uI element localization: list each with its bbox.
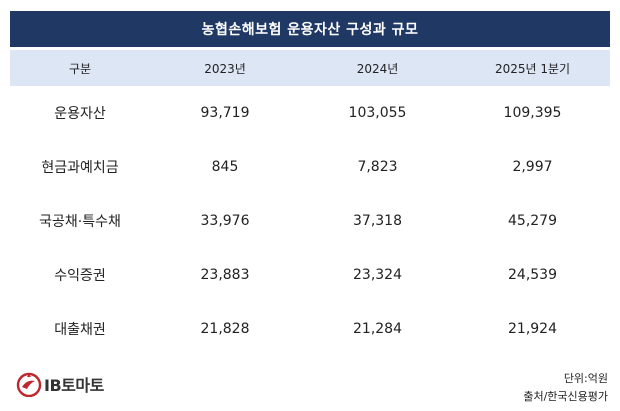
cell-value: 109,395 [503, 105, 562, 121]
cell-value: 21,924 [508, 321, 557, 337]
cell-value: 103,055 [348, 105, 407, 121]
cell-value: 24,539 [508, 267, 557, 283]
cell-value: 37,318 [353, 213, 402, 229]
logo-text: IB토마토 [44, 376, 104, 395]
header-cell-2023: 2023년 [204, 61, 246, 76]
cell-value: 23,324 [353, 267, 402, 283]
ib-tomato-logo-icon [16, 372, 42, 397]
row-label: 현금과예치금 [41, 160, 119, 176]
cell-value: 21,828 [200, 321, 250, 337]
row-label: 대출채권 [54, 322, 106, 338]
table-row: 대출채권 21,828 21,284 21,924 [10, 302, 610, 356]
ib-tomato-logo: IB토마토 [16, 371, 104, 397]
table-row: 운용자산 93,719 103,055 109,395 [10, 86, 610, 140]
header-cell-2025q1: 2025년 1분기 [494, 61, 571, 76]
source-note: 출처/한국신용평가 [523, 390, 608, 403]
row-label: 수익증권 [54, 268, 106, 284]
cell-value: 7,823 [357, 159, 398, 175]
cell-value: 33,976 [200, 213, 250, 229]
table-row: 국공채·특수채 33,976 37,318 45,279 [10, 194, 610, 248]
table-row: 현금과예치금 845 7,823 2,997 [10, 140, 610, 194]
unit-note: 단위:억원 [563, 372, 608, 385]
cell-value: 845 [211, 159, 239, 175]
cell-value: 2,997 [512, 159, 553, 175]
cell-value: 23,883 [200, 267, 250, 283]
table-body: 운용자산 93,719 103,055 109,395 현금과예치금 845 7… [10, 86, 610, 356]
cell-value: 21,284 [353, 321, 402, 337]
table-header-row: 구분 2023년 2024년 2025년 1분기 [10, 50, 610, 86]
cell-value: 45,279 [508, 213, 557, 229]
header-cell-category: 구분 [68, 61, 92, 76]
row-label: 운용자산 [54, 106, 106, 122]
row-label: 국공채·특수채 [39, 214, 121, 230]
table-row: 수익증권 23,883 23,324 24,539 [10, 248, 610, 302]
header-cell-2024: 2024년 [356, 61, 399, 76]
cell-value: 93,719 [200, 105, 250, 121]
table-title: 농협손해보험 운용자산 구성과 규모 [10, 11, 610, 47]
